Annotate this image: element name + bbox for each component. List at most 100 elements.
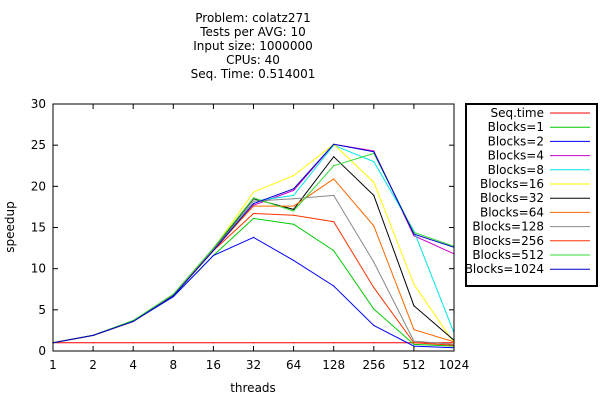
legend-label: Blocks=64 (480, 205, 544, 219)
data-point (333, 342, 335, 344)
data-point (293, 188, 295, 190)
y-axis-label: speedup (3, 201, 17, 252)
x-tick-label: 256 (362, 358, 385, 372)
data-point (252, 191, 255, 193)
legend-box (465, 103, 598, 287)
x-tick-label: 512 (402, 358, 425, 372)
data-point (333, 178, 335, 180)
data-point (252, 205, 255, 207)
legend-label: Blocks=1024 (465, 262, 544, 276)
data-point (333, 165, 335, 167)
data-point (172, 342, 174, 344)
data-point (373, 308, 375, 310)
x-axis-label: threads (230, 381, 276, 395)
data-point (333, 249, 335, 252)
data-point (172, 293, 174, 295)
plot-frame (52, 103, 455, 352)
series-line-blocks-128 (52, 194, 455, 345)
data-point (413, 340, 415, 342)
data-point (373, 225, 375, 227)
legend-label: Blocks=8 (488, 163, 544, 177)
x-tick-label: 1024 (439, 358, 470, 372)
title-line-tests: Tests per AVG: 10 (200, 25, 306, 39)
data-point (252, 197, 255, 199)
data-point (373, 194, 375, 196)
data-point (172, 295, 174, 297)
data-point (92, 342, 94, 344)
data-point (413, 235, 415, 237)
data-point (252, 204, 255, 206)
data-point (92, 334, 94, 336)
x-tick-label: 64 (286, 358, 301, 372)
data-point (293, 259, 295, 262)
data-point (413, 343, 415, 346)
x-tick-label: 2 (89, 358, 97, 372)
legend: Seq.timeBlocks=1Blocks=2Blocks=4Blocks=8… (465, 103, 598, 287)
data-point (293, 189, 295, 192)
data-point (293, 210, 295, 212)
data-point (373, 150, 375, 152)
data-point (333, 194, 335, 196)
title-line-cpus: CPUs: 40 (226, 53, 280, 67)
legend-label: Blocks=128 (472, 220, 544, 234)
series-line-blocks-1024 (52, 143, 455, 344)
data-point (413, 233, 415, 235)
data-point (373, 151, 375, 153)
data-point (333, 285, 335, 287)
title-line-problem: Problem: colatz271 (195, 11, 311, 25)
title-line-seqtime: Seq. Time: 0.514001 (190, 67, 316, 81)
data-point (293, 194, 295, 196)
legend-label: Blocks=2 (488, 134, 544, 148)
data-point (293, 214, 295, 216)
data-point (252, 200, 255, 202)
data-point (413, 328, 415, 331)
legend-label: Seq.time (490, 106, 544, 120)
data-point (333, 221, 335, 223)
data-point (212, 247, 214, 249)
data-point (373, 181, 375, 183)
legend-label: Blocks=1 (488, 120, 544, 134)
data-point (293, 205, 295, 207)
legend-label: Blocks=4 (488, 149, 544, 163)
legend-label: Blocks=16 (480, 177, 544, 191)
data-point (293, 208, 295, 210)
data-point (373, 342, 375, 344)
data-point (293, 342, 295, 344)
x-tick-label: 4 (129, 358, 137, 372)
data-point (373, 287, 375, 289)
data-point (252, 203, 255, 205)
y-tick-label: 25 (31, 138, 46, 152)
x-tick-label: 128 (322, 358, 345, 372)
legend-label: Blocks=256 (472, 234, 544, 248)
data-point (333, 156, 335, 158)
series-line-blocks-2 (52, 236, 455, 349)
series-line-blocks-8 (52, 144, 455, 344)
series-line-blocks-4 (52, 143, 455, 344)
series-layer (52, 143, 455, 349)
data-point (373, 324, 375, 327)
data-point (252, 342, 255, 344)
data-point (212, 342, 214, 344)
series-line-blocks-16 (52, 143, 455, 344)
y-tick-label: 15 (31, 221, 46, 235)
data-point (413, 283, 415, 285)
data-point (132, 342, 134, 344)
data-point (373, 161, 375, 163)
y-tick-label: 20 (31, 179, 46, 193)
data-point (293, 175, 295, 177)
x-tick-label: 32 (246, 358, 261, 372)
data-point (132, 320, 134, 322)
data-point (293, 223, 295, 225)
axes-layer: 1 2 4 8 16 32 64 128 256 512 1024 0 5 10 15 20 25 30 (31, 97, 470, 372)
data-point (252, 236, 255, 238)
data-point (413, 305, 415, 307)
x-tick-label: 1 (49, 358, 57, 372)
y-tick-label: 5 (38, 303, 46, 317)
data-point (373, 261, 375, 263)
y-tick-label: 30 (31, 97, 46, 111)
y-tick-label: 0 (38, 344, 46, 358)
title-line-input: Input size: 1000000 (193, 39, 313, 53)
x-tick-label: 8 (169, 358, 177, 372)
